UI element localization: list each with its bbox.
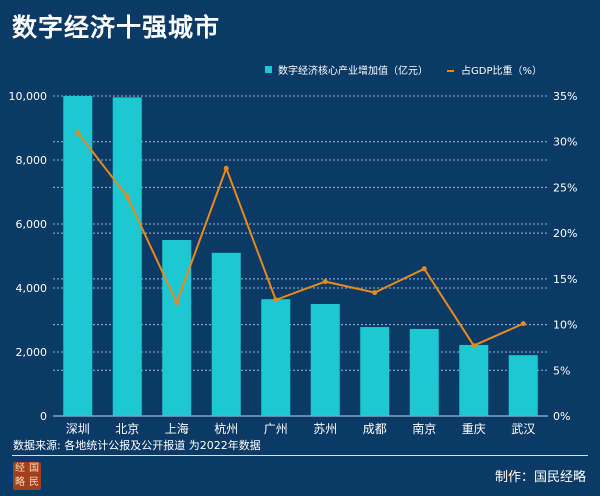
chart-title: 数字经济十强城市 bbox=[12, 13, 221, 42]
right-tick-label: 5% bbox=[553, 364, 570, 377]
right-tick-label: 10% bbox=[553, 319, 577, 332]
logo-char: 民 bbox=[29, 477, 39, 488]
left-tick-label: 8,000 bbox=[16, 154, 48, 167]
category-label: 武汉 bbox=[511, 422, 535, 436]
line-point bbox=[322, 279, 328, 285]
line-point bbox=[124, 194, 130, 200]
left-tick-label: 2,000 bbox=[16, 346, 48, 359]
category-label: 成都 bbox=[363, 422, 387, 436]
right-tick-label: 30% bbox=[553, 136, 577, 149]
divider bbox=[12, 455, 588, 456]
bar bbox=[508, 355, 538, 416]
bar bbox=[63, 96, 93, 416]
right-tick-label: 15% bbox=[553, 273, 577, 286]
line-point bbox=[421, 266, 427, 272]
logo-char: 略 bbox=[15, 477, 25, 488]
bar bbox=[459, 344, 489, 416]
bar bbox=[162, 240, 192, 416]
left-tick-label: 10,000 bbox=[9, 90, 48, 103]
category-label: 南京 bbox=[412, 421, 436, 436]
bar bbox=[261, 299, 291, 416]
logo-char: 国 bbox=[29, 463, 39, 474]
line-series bbox=[76, 131, 524, 347]
chart: 0 2,000 4,000 6,000 8,000 10,000 0% 5% 10% 15% 20%… bbox=[9, 64, 578, 436]
credit: 制作：国民经略 bbox=[494, 470, 586, 485]
line-point bbox=[174, 300, 180, 306]
line-point bbox=[75, 130, 81, 136]
bar bbox=[112, 97, 142, 417]
line-point bbox=[273, 297, 279, 303]
left-tick-label: 4,000 bbox=[16, 282, 48, 295]
legend-bar-swatch bbox=[265, 66, 272, 73]
line-point bbox=[520, 321, 526, 327]
category-label: 上海 bbox=[165, 421, 189, 436]
category-label: 苏州 bbox=[313, 422, 337, 436]
legend-line-label: 占GDP比重（%） bbox=[461, 64, 542, 77]
bar bbox=[310, 304, 340, 416]
left-tick-label: 6,000 bbox=[16, 218, 48, 231]
right-tick-label: 20% bbox=[553, 227, 577, 240]
category-label: 广州 bbox=[264, 422, 288, 436]
line-point bbox=[223, 165, 229, 171]
category-label: 深圳 bbox=[66, 422, 90, 436]
left-tick-label: 0 bbox=[40, 410, 47, 423]
line-point bbox=[471, 343, 477, 349]
right-tick-label: 0% bbox=[553, 410, 570, 423]
right-tick-label: 25% bbox=[553, 181, 577, 194]
category-label: 重庆 bbox=[462, 422, 486, 436]
category-label: 杭州 bbox=[214, 421, 238, 436]
bar bbox=[360, 327, 390, 416]
data-source-note: 数据来源: 各地统计公报及公开报道 为2022年数据 bbox=[13, 439, 261, 452]
bar bbox=[409, 328, 439, 416]
line-point bbox=[372, 290, 378, 296]
legend-bar-label: 数字经济核心产业增加值（亿元） bbox=[278, 64, 428, 77]
bar bbox=[211, 252, 241, 416]
category-label: 北京 bbox=[115, 422, 139, 436]
logo: 经 国 略 民 bbox=[13, 462, 41, 490]
logo-char: 经 bbox=[15, 463, 25, 474]
right-tick-label: 35% bbox=[553, 90, 577, 103]
